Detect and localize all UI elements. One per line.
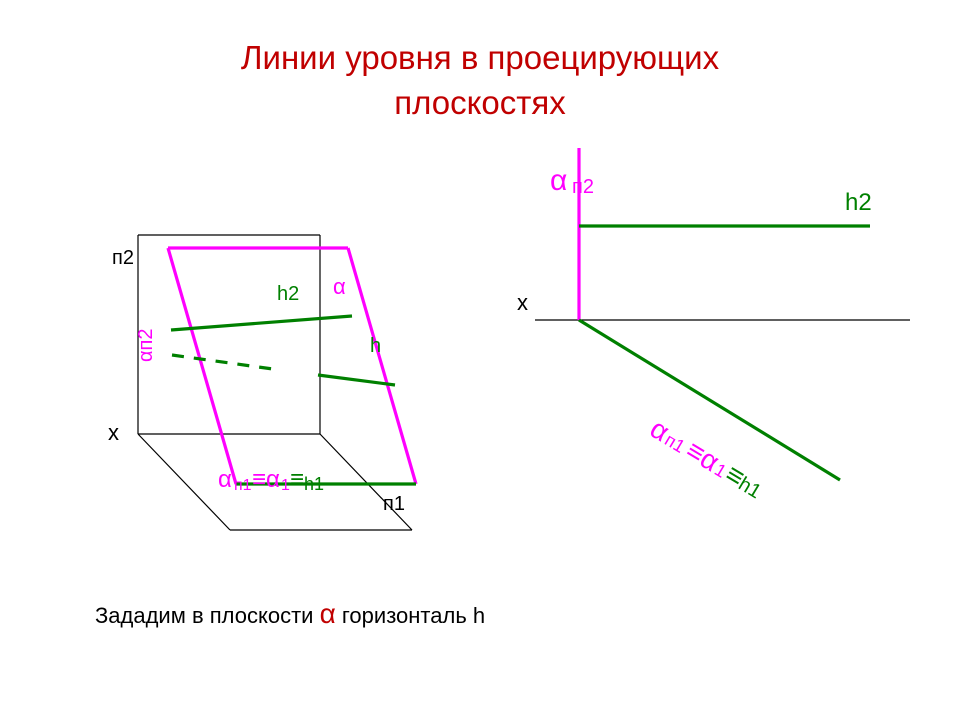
- svg-text:h: h: [370, 335, 381, 357]
- svg-text:х: х: [108, 420, 119, 445]
- svg-text:≡α: ≡α: [252, 466, 280, 493]
- diagram-canvas: п2п1хαп2αh2hαп1≡α1≡h1αп2h2хαп1≡α1≡h1: [0, 0, 960, 720]
- svg-text:α: α: [218, 466, 232, 493]
- svg-text:h2: h2: [277, 283, 299, 305]
- svg-text:п1: п1: [383, 493, 405, 515]
- svg-text:α: α: [333, 274, 346, 299]
- svg-text:h2: h2: [845, 189, 872, 216]
- svg-text:h1: h1: [304, 474, 324, 494]
- svg-text:п2: п2: [112, 247, 134, 269]
- svg-text:п2: п2: [572, 176, 594, 198]
- svg-text:1: 1: [281, 477, 290, 494]
- svg-text:≡: ≡: [290, 466, 304, 493]
- svg-text:х: х: [517, 290, 528, 315]
- svg-text:αп2: αп2: [135, 328, 157, 362]
- svg-text:α: α: [550, 164, 567, 197]
- svg-text:п1: п1: [234, 477, 252, 494]
